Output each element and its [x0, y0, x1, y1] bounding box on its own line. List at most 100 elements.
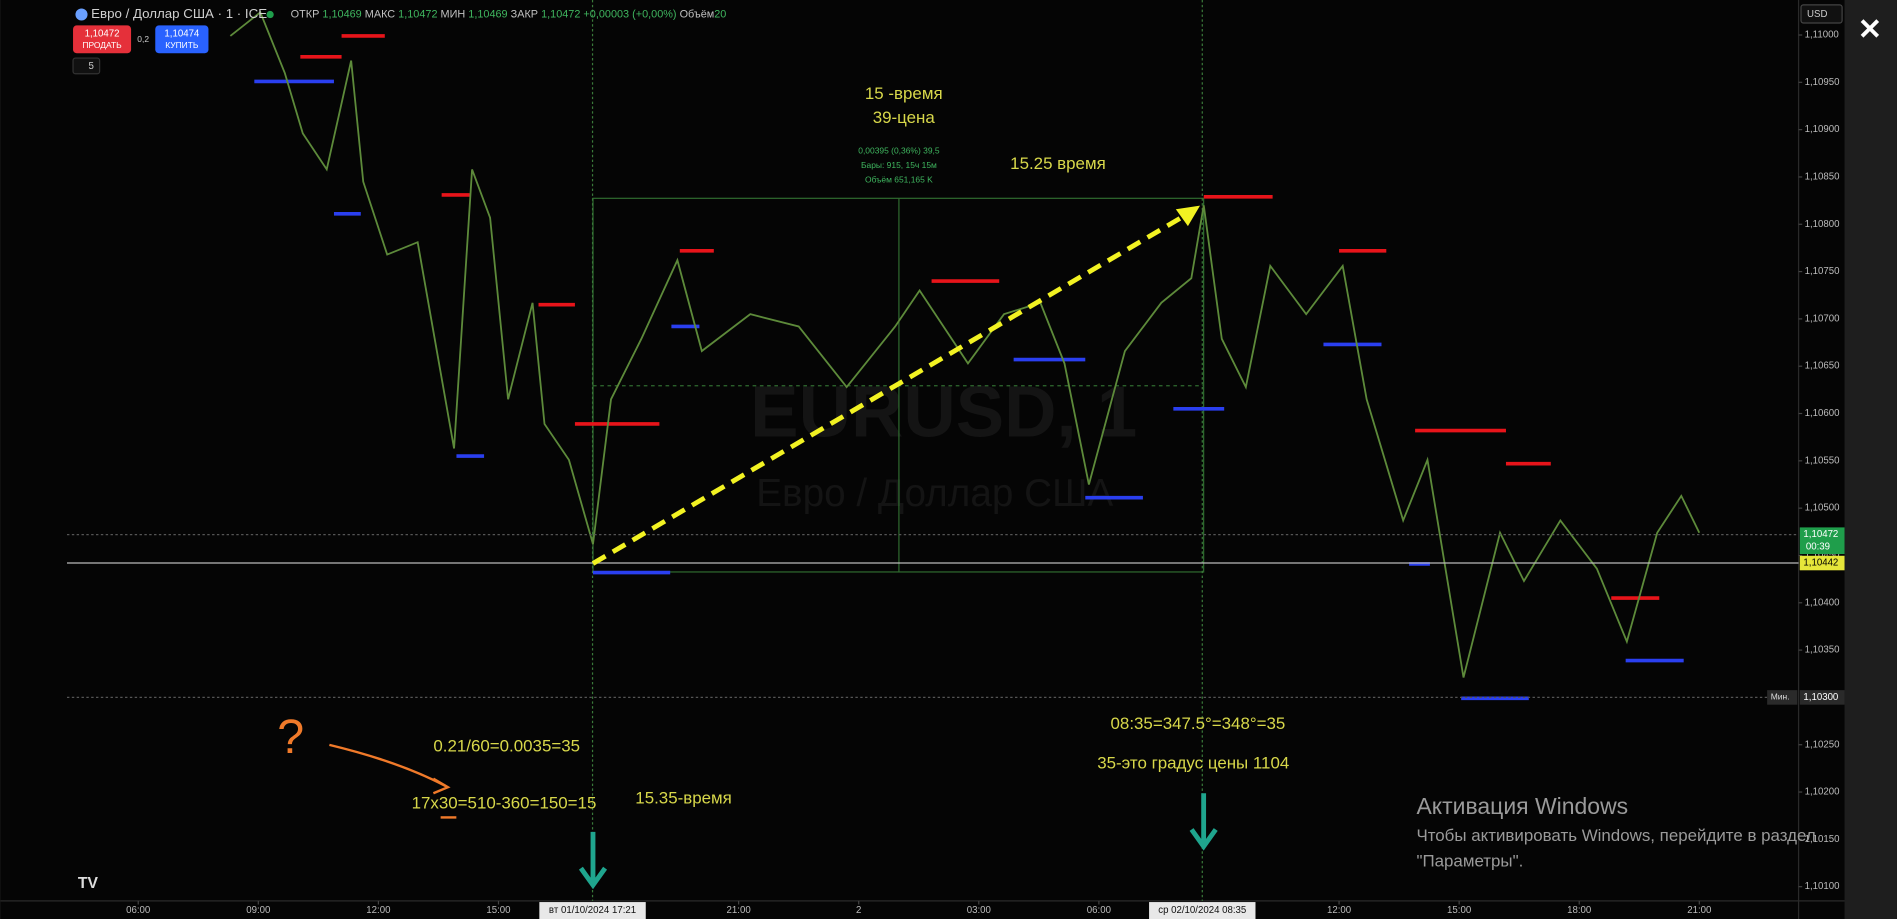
y-tick-label: 1,10350: [1805, 645, 1840, 656]
x-tick-label: 12:00: [366, 905, 390, 916]
value: +0,00003 (+0,00%): [583, 8, 676, 20]
close-button[interactable]: ✕: [1858, 14, 1882, 46]
buy-label: КУПИТЬ: [165, 40, 199, 50]
teal-arrow: [578, 831, 608, 890]
currency: USD: [1807, 9, 1827, 20]
annotation: 35-это градус цены 1104: [1097, 754, 1289, 773]
symbol-icon: [75, 8, 88, 21]
y-tick-label: 1,10650: [1805, 361, 1840, 372]
y-tick-label: 1,10400: [1805, 597, 1840, 608]
watermark-ticker: EURUSD, 1: [750, 371, 1137, 452]
price-tag-note-box: [1767, 690, 1798, 705]
measure-info: 0,00395 (0,36%) 39,5 Бары: 915, 15ч 15м …: [858, 145, 940, 184]
label: ОТКР: [291, 8, 320, 20]
price-tag-box: [1799, 555, 1845, 571]
y-tick-label: 1,10750: [1805, 266, 1840, 277]
annotation: 0.21/60=0.0035=35: [433, 737, 580, 756]
value: 20: [714, 8, 726, 20]
price-tag: 1,10442: [1803, 558, 1838, 569]
cursor-label-box: [1149, 902, 1256, 919]
y-tick-label: 1,10200: [1805, 787, 1840, 798]
annotation: 15.25 время: [1010, 154, 1106, 173]
x-tick-label: 21:00: [1687, 905, 1711, 916]
buy-price: 1,10474: [164, 28, 200, 39]
price-tag-box: [1799, 527, 1845, 554]
y-tick-label: 1,10250: [1805, 739, 1840, 750]
win-text: "Параметры".: [1416, 852, 1523, 871]
trend-arrow: [591, 209, 1193, 566]
status-dot: [266, 10, 274, 19]
sell-price: 1,10472: [85, 28, 120, 39]
y-tick-label: 1,10850: [1805, 172, 1840, 183]
price-tag: 1,10300: [1803, 692, 1838, 703]
windows-activation: Активация Windows Чтобы активировать Win…: [1416, 793, 1815, 871]
y-tick-label: 1,10100: [1805, 881, 1840, 892]
watermark-name: Евро / Доллар США: [756, 472, 1113, 515]
win-text: Чтобы активировать Windows, перейдите в …: [1416, 826, 1815, 845]
y-tick-label: 1,10500: [1805, 503, 1840, 514]
orange-arrow-head: [432, 777, 451, 795]
y-tick-label: 1,10450: [1805, 550, 1840, 561]
value: 1,10472: [398, 8, 437, 20]
y-tick-label: 1,10600: [1805, 408, 1840, 419]
label: ЗАКР: [511, 8, 538, 20]
cursor-label-box: [539, 902, 646, 919]
price-tag-note: 00:39: [1806, 541, 1830, 552]
cursor-label: вт 01/10/2024 17:21: [549, 905, 636, 916]
annotation: 08:35=347.5°=348°=35: [1111, 714, 1286, 733]
label: Объём: [680, 8, 715, 20]
value: 1,10472: [541, 8, 580, 20]
sell-button[interactable]: [73, 25, 132, 54]
x-tick-label: 06:00: [1087, 905, 1111, 916]
y-tick-label: 1,10800: [1805, 219, 1840, 230]
win-title: Активация Windows: [1416, 793, 1628, 819]
label: МАКС: [365, 8, 396, 20]
price-tag: 1,10472: [1803, 529, 1838, 540]
measure-text: 0,00395 (0,36%) 39,5: [858, 145, 940, 155]
x-tick-label: 2: [856, 905, 861, 916]
y-tick-label: 1,10700: [1805, 313, 1840, 324]
x-tick-label: 21:00: [727, 905, 751, 916]
buy-button[interactable]: [155, 25, 209, 54]
trade-panel: 1,10472 ПРОДАТЬ 0,2 1,10474 КУПИТЬ 5: [72, 25, 209, 75]
x-tick-label: 15:00: [1447, 905, 1471, 916]
header: Евро / Доллар США · 1 · ICE ОТКР 1,10469…: [75, 6, 726, 21]
price-line: [229, 10, 1701, 678]
x-tick-label: 12:00: [1327, 905, 1351, 916]
x-tick-label: 03:00: [967, 905, 991, 916]
ohlc: ОТКР 1,10469 МАКС 1,10472 МИН 1,10469 ЗА…: [291, 8, 727, 20]
y-tick-label: 1,10550: [1805, 455, 1840, 466]
down-arrows: [578, 793, 1218, 890]
chart-area: [0, 0, 1845, 919]
annotation: 17x30=510-360=150=15: [412, 794, 597, 813]
y-tick-label: 1,10950: [1805, 77, 1840, 88]
y-tick-label: 1,10150: [1805, 834, 1840, 845]
measure-text: Объём 651,165 K: [865, 174, 933, 184]
x-tick-label: 15:00: [486, 905, 510, 916]
value: 1,10469: [322, 8, 361, 20]
question-mark: ?: [277, 710, 304, 764]
logo: TV: [78, 875, 99, 892]
spread: 0,2: [137, 34, 149, 44]
annotation: 39-цена: [873, 108, 936, 127]
lots-box[interactable]: [72, 57, 101, 75]
plot: 1,11000 1,10950 1,10900 1,10850 1,10800 1,107…: [66, 0, 1845, 919]
x-tick-label: 09:00: [246, 905, 270, 916]
y-tick-label: 1,11000: [1805, 30, 1839, 41]
y-tick-label: 1,10900: [1805, 124, 1840, 135]
price-tag-note: Мин.: [1771, 692, 1790, 702]
sell-label: ПРОДАТЬ: [82, 40, 122, 50]
label: МИН: [441, 8, 466, 20]
x-tick-label: 18:00: [1567, 905, 1591, 916]
annotation: 15 -время: [865, 84, 943, 103]
symbol: Евро / Доллар США · 1 · ICE: [91, 6, 267, 21]
watermark: EURUSD, 1 Евро / Доллар США: [750, 371, 1137, 515]
cursor-label: ср 02/10/2024 08:35: [1158, 905, 1246, 916]
trend-arrow-head: [1175, 205, 1201, 227]
teal-arrow: [1189, 793, 1218, 851]
currency-box[interactable]: [1800, 4, 1843, 24]
lots: 5: [88, 61, 93, 72]
measure-text: Бары: 915, 15ч 15м: [861, 160, 937, 170]
